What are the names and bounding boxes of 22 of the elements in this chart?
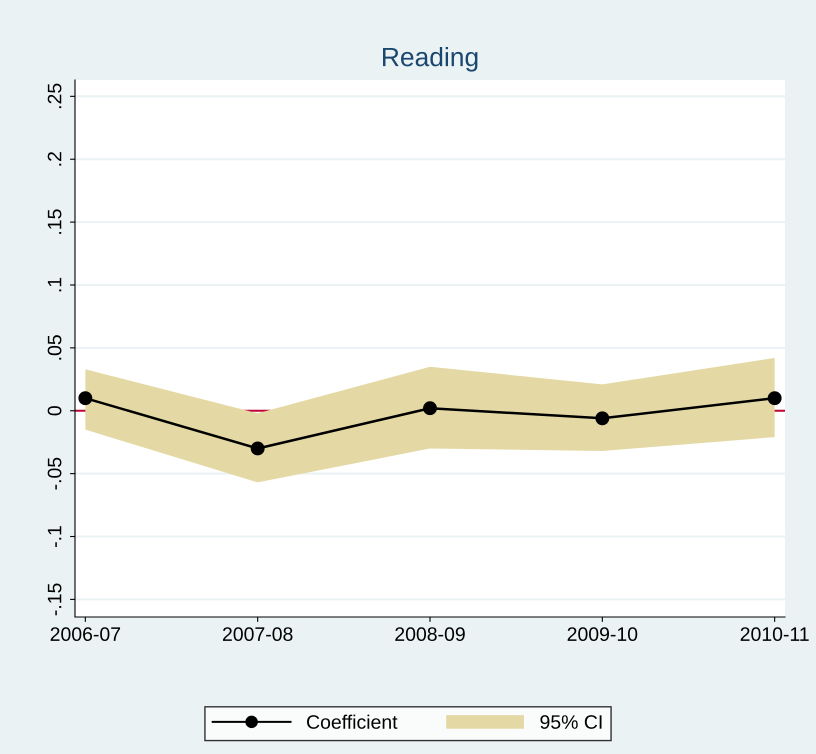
- y-tick-label: .2: [48, 152, 62, 166]
- x-tick-label: 2008-09: [395, 627, 465, 642]
- legend-label: 95% CI: [540, 715, 602, 729]
- x-tick-label: 2007-08: [222, 627, 293, 642]
- y-tick-label: -.1: [48, 526, 62, 547]
- y-tick-label: .15: [48, 209, 62, 234]
- point: [595, 411, 610, 426]
- y-tick-label: 0: [48, 406, 62, 416]
- y-tick-label: .05: [48, 335, 62, 360]
- y-tick-label: -.05: [48, 458, 62, 490]
- y-tick-label: -.15: [48, 583, 62, 616]
- y-tick-label: .25: [48, 84, 62, 108]
- x-tick-label: 2010-11: [740, 627, 809, 642]
- point: [768, 391, 782, 406]
- y-tick-label: .1: [48, 278, 62, 292]
- legend-label: Coefficient: [307, 714, 398, 729]
- x-tick-label: 2009-10: [568, 627, 638, 642]
- point: [423, 401, 437, 416]
- x-tick-label: 2006-07: [50, 627, 120, 642]
- point: [78, 391, 92, 406]
- chart-title: Reading: [383, 46, 478, 72]
- point: [250, 442, 265, 456]
